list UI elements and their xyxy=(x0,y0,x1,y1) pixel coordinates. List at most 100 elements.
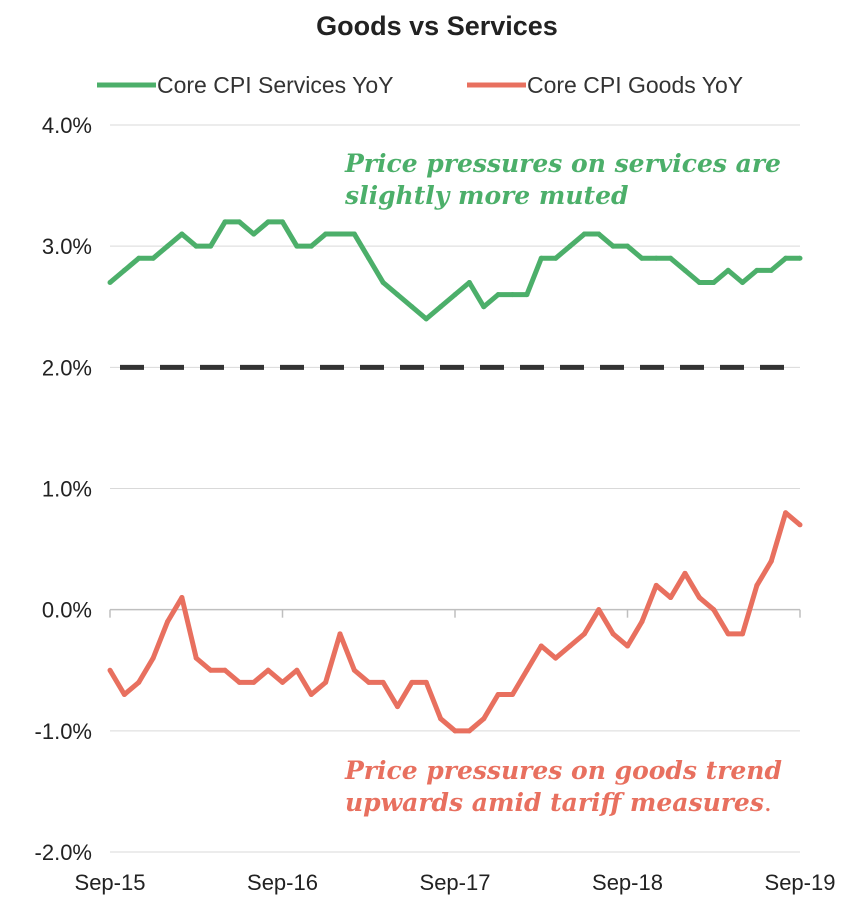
data-point xyxy=(768,267,774,273)
data-point xyxy=(409,679,415,685)
data-point xyxy=(610,631,616,637)
data-point xyxy=(150,655,156,661)
data-point xyxy=(165,243,170,249)
data-point xyxy=(668,255,674,261)
data-point xyxy=(308,691,314,697)
data-point xyxy=(711,280,717,286)
data-point xyxy=(567,243,573,249)
data-point xyxy=(596,231,602,237)
data-point xyxy=(121,267,127,273)
y-tick-label: 1.0% xyxy=(42,477,92,502)
annotation-services: Price pressures on services are slightly… xyxy=(344,149,781,210)
data-point xyxy=(366,679,372,685)
data-point xyxy=(653,255,659,261)
data-point xyxy=(150,255,156,261)
annotation-goods-line-1: Price pressures on goods trend xyxy=(344,756,782,785)
data-point xyxy=(280,219,285,225)
data-point xyxy=(280,679,285,685)
annotation-goods-period: . xyxy=(764,788,772,817)
annotation-services-line-2: slightly more muted xyxy=(344,181,628,210)
data-point xyxy=(524,667,530,673)
data-point xyxy=(323,231,329,237)
legend: Core CPI Services YoY Core CPI Goods YoY xyxy=(97,72,743,98)
x-axis: Sep-15 Sep-16 Sep-17 Sep-18 Sep-19 xyxy=(75,608,836,895)
data-point xyxy=(481,304,487,310)
data-point xyxy=(481,716,487,722)
data-point xyxy=(236,219,242,225)
data-point xyxy=(423,679,429,685)
data-point xyxy=(423,316,429,322)
data-point xyxy=(208,667,214,673)
data-point xyxy=(783,510,789,516)
data-point xyxy=(136,679,142,685)
data-point xyxy=(581,231,587,237)
data-point xyxy=(768,558,774,564)
data-point xyxy=(596,607,602,613)
data-point xyxy=(294,667,300,673)
data-point xyxy=(452,292,458,298)
data-point xyxy=(625,243,630,249)
data-point xyxy=(179,595,185,601)
data-point xyxy=(567,643,573,649)
data-point xyxy=(107,667,113,673)
data-point xyxy=(121,691,127,697)
annotation-goods-line-2: upwards amid tariff measures. xyxy=(345,788,772,817)
data-point xyxy=(797,522,803,528)
data-point xyxy=(380,280,386,286)
data-point xyxy=(653,582,659,588)
series-line-0 xyxy=(108,219,800,322)
data-point xyxy=(107,280,113,286)
data-point xyxy=(165,619,170,625)
data-point xyxy=(438,304,444,310)
data-point xyxy=(510,691,515,697)
data-point xyxy=(495,691,501,697)
data-point xyxy=(236,679,242,685)
data-point xyxy=(553,655,559,661)
data-point xyxy=(294,243,300,249)
data-point xyxy=(553,255,559,261)
data-point xyxy=(409,304,415,310)
data-point xyxy=(265,219,271,225)
data-point xyxy=(625,643,630,649)
data-point xyxy=(783,255,789,261)
annotation-goods-line-2-text: upwards amid tariff measures xyxy=(345,788,764,817)
data-point xyxy=(696,280,702,286)
data-point xyxy=(438,716,444,722)
data-point xyxy=(337,631,343,637)
data-point xyxy=(466,728,472,734)
data-point xyxy=(193,243,199,249)
data-point xyxy=(797,255,803,261)
data-point xyxy=(639,255,645,261)
data-point xyxy=(740,631,745,637)
data-point xyxy=(754,267,760,273)
x-tick-label: Sep-16 xyxy=(247,870,318,895)
data-point xyxy=(251,679,257,685)
data-point xyxy=(366,255,372,261)
data-point xyxy=(222,667,228,673)
legend-label-goods: Core CPI Goods YoY xyxy=(527,72,743,98)
data-point xyxy=(682,570,688,576)
x-tick-label: Sep-15 xyxy=(75,870,146,895)
data-point xyxy=(711,607,717,613)
data-point xyxy=(308,243,314,249)
gridlines xyxy=(110,124,800,853)
data-point xyxy=(581,631,587,637)
y-tick-label: -1.0% xyxy=(35,719,92,744)
data-point xyxy=(682,267,688,273)
data-point xyxy=(395,292,400,298)
data-point xyxy=(740,280,745,286)
x-tick-label: Sep-19 xyxy=(765,870,836,895)
data-point xyxy=(668,595,674,601)
data-point xyxy=(725,267,731,273)
data-point xyxy=(452,728,458,734)
data-point xyxy=(351,667,357,673)
annotation-goods: Price pressures on goods trend upwards a… xyxy=(344,756,782,817)
annotation-services-line-1: Price pressures on services are xyxy=(344,149,781,178)
chart-title: Goods vs Services xyxy=(316,11,558,41)
data-point xyxy=(754,582,760,588)
data-point xyxy=(136,255,142,261)
y-axis: 4.0% 3.0% 2.0% 1.0% 0.0% -1.0% -2.0% xyxy=(35,113,92,865)
data-point xyxy=(193,655,199,661)
legend-label-services: Core CPI Services YoY xyxy=(157,72,394,98)
